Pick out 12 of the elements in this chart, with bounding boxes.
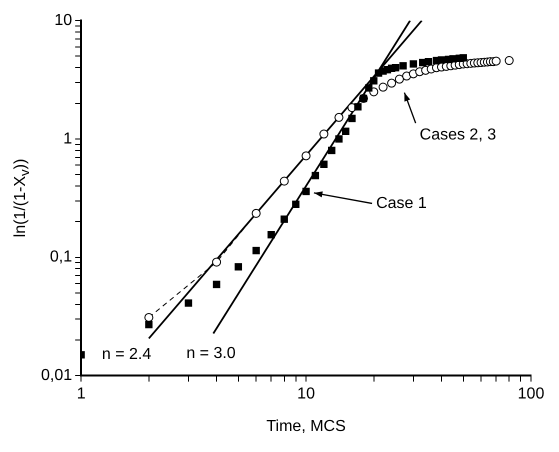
y-tick-label: 10 <box>54 12 72 30</box>
y-tick-label: 0,01 <box>41 367 72 384</box>
annotation: n = 3.0 <box>186 344 236 362</box>
x-tick-label: 1 <box>76 386 86 403</box>
x-tick-label: 100 <box>518 386 544 403</box>
y-tick-label: 1 <box>63 130 72 148</box>
y-tick-label: 0,1 <box>50 248 72 266</box>
x-tick-label: 10 <box>297 386 316 403</box>
x-axis-title: Time, MCS <box>266 418 346 435</box>
annotation: Case 1 <box>376 194 427 212</box>
annotation: Cases 2, 3 <box>420 126 496 144</box>
annotation: n = 2.4 <box>102 346 152 363</box>
